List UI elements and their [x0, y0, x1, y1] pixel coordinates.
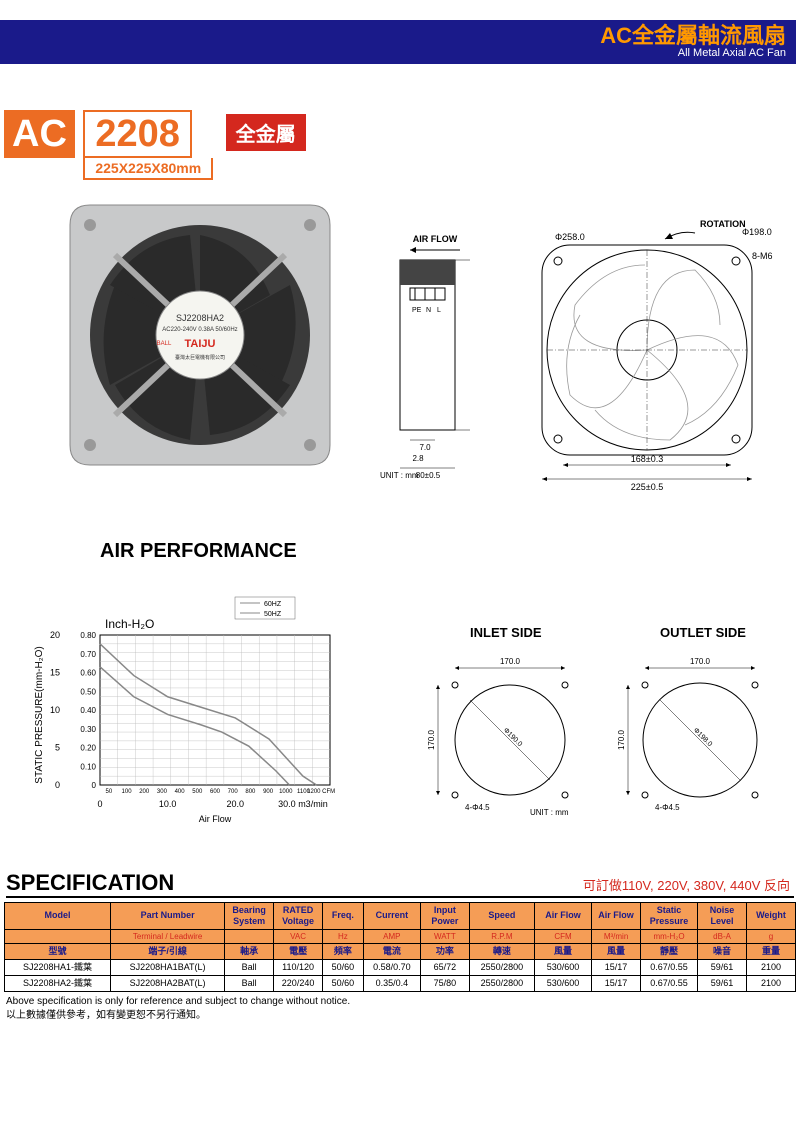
svg-text:AIR FLOW: AIR FLOW	[413, 234, 458, 244]
outlet-heading: OUTLET SIDE	[660, 625, 746, 640]
svg-text:Φ198.0: Φ198.0	[692, 727, 713, 748]
svg-text:20: 20	[50, 630, 60, 640]
svg-text:200: 200	[139, 789, 150, 795]
svg-text:600: 600	[210, 789, 221, 795]
top-drawing: ROTATION Φ258.0 Φ198.0 8-M6 168±0.3 225±…	[520, 215, 780, 495]
svg-text:0: 0	[97, 799, 102, 809]
svg-text:Φ190.0: Φ190.0	[502, 727, 523, 748]
outlet-drawing: 170.0 170.0 Φ198.0 4-Φ4.5	[610, 650, 780, 820]
svg-text:臺灣太巨電機有限公司: 臺灣太巨電機有限公司	[175, 354, 225, 361]
svg-text:400: 400	[175, 789, 186, 795]
svg-text:900: 900	[263, 789, 274, 795]
svg-text:Φ198.0: Φ198.0	[742, 227, 772, 237]
svg-text:0.40: 0.40	[80, 706, 96, 715]
svg-text:AC220-240V 0.38A 50/60Hz: AC220-240V 0.38A 50/60Hz	[162, 327, 237, 333]
svg-text:0.20: 0.20	[80, 744, 96, 753]
svg-text:SJ2208HA2: SJ2208HA2	[176, 313, 224, 323]
svg-text:0: 0	[92, 781, 97, 790]
model-prefix: AC	[4, 110, 75, 158]
svg-text:N: N	[426, 307, 431, 314]
svg-text:L: L	[437, 307, 441, 314]
svg-text:50: 50	[106, 789, 113, 795]
svg-text:700: 700	[228, 789, 239, 795]
air-performance-chart: 60HZ 50HZ Inch-H₂O STATIC PRESSURE(mm-H₂…	[30, 595, 360, 825]
svg-text:168±0.3: 168±0.3	[631, 454, 663, 464]
svg-text:5: 5	[55, 743, 60, 753]
header-bar: AC全金屬軸流風扇 All Metal Axial AC Fan	[0, 20, 796, 64]
svg-text:0.60: 0.60	[80, 669, 96, 678]
svg-text:170.0: 170.0	[690, 657, 711, 666]
svg-text:BALL: BALL	[157, 341, 172, 347]
footer-note: Above specification is only for referenc…	[6, 995, 350, 1023]
svg-text:60HZ: 60HZ	[264, 601, 282, 608]
svg-text:0.50: 0.50	[80, 687, 96, 696]
svg-text:Φ258.0: Φ258.0	[555, 232, 585, 242]
spec-table: ModelPart NumberBearing SystemRATED Volt…	[4, 902, 796, 992]
svg-text:8-M6: 8-M6	[752, 251, 773, 261]
svg-text:TAIJU: TAIJU	[185, 338, 216, 350]
svg-text:Inch-H₂O: Inch-H₂O	[105, 617, 154, 631]
svg-text:0.80: 0.80	[80, 631, 96, 640]
svg-text:30.0 m3/min: 30.0 m3/min	[278, 799, 328, 809]
svg-text:ROTATION: ROTATION	[700, 219, 746, 229]
model-dimensions: 225X225X80mm	[83, 158, 213, 180]
header-title-en: All Metal Axial AC Fan	[600, 47, 786, 59]
svg-text:0.10: 0.10	[80, 762, 96, 771]
svg-text:170.0: 170.0	[427, 729, 436, 750]
model-block: AC 2208 225X225X80mm 全金屬	[4, 110, 306, 180]
svg-text:PE: PE	[412, 307, 422, 314]
svg-text:10: 10	[50, 705, 60, 715]
svg-text:170.0: 170.0	[500, 657, 521, 666]
model-number: 2208	[83, 110, 192, 158]
svg-text:500: 500	[192, 789, 203, 795]
svg-text:7.0: 7.0	[419, 443, 431, 452]
svg-text:20.0: 20.0	[227, 799, 245, 809]
side-drawing: AIR FLOW PE N L 7.0 2.8 80±0.5 UNIT : mm	[380, 230, 500, 490]
svg-text:4-Φ4.5: 4-Φ4.5	[465, 803, 490, 812]
svg-text:50HZ: 50HZ	[264, 611, 282, 618]
inlet-heading: INLET SIDE	[470, 625, 542, 640]
svg-text:1200 CFM: 1200 CFM	[307, 789, 335, 795]
air-performance-heading: AIR PERFORMANCE	[100, 540, 297, 563]
svg-text:2.8: 2.8	[412, 454, 424, 463]
svg-text:170.0: 170.0	[617, 729, 626, 750]
svg-text:UNIT : mm: UNIT : mm	[530, 808, 569, 817]
svg-text:10.0: 10.0	[159, 799, 177, 809]
svg-text:800: 800	[245, 789, 256, 795]
inlet-drawing: 170.0 170.0 Φ190.0 4-Φ4.5 UNIT : mm	[420, 650, 590, 820]
product-photo: SJ2208HA2 AC220-240V 0.38A 50/60Hz TAIJU…	[60, 195, 340, 475]
svg-text:0: 0	[55, 780, 60, 790]
svg-text:80±0.5: 80±0.5	[416, 471, 441, 480]
header-title-cn: AC全金屬軸流風扇	[600, 25, 786, 47]
spec-note: 可訂做110V, 220V, 380V, 440V 反向	[583, 875, 790, 894]
svg-text:100: 100	[122, 789, 133, 795]
svg-text:0.30: 0.30	[80, 725, 96, 734]
svg-text:0.70: 0.70	[80, 650, 96, 659]
svg-text:STATIC PRESSURE(mm-H₂O): STATIC PRESSURE(mm-H₂O)	[34, 646, 45, 783]
svg-text:1000: 1000	[279, 789, 293, 795]
svg-text:Air Flow: Air Flow	[199, 814, 232, 824]
svg-text:225±0.5: 225±0.5	[631, 482, 663, 492]
svg-text:15: 15	[50, 668, 60, 678]
svg-text:300: 300	[157, 789, 168, 795]
svg-text:UNIT : mm: UNIT : mm	[380, 471, 419, 480]
model-badge: 全金屬	[226, 114, 306, 151]
svg-text:4-Φ4.5: 4-Φ4.5	[655, 803, 680, 812]
